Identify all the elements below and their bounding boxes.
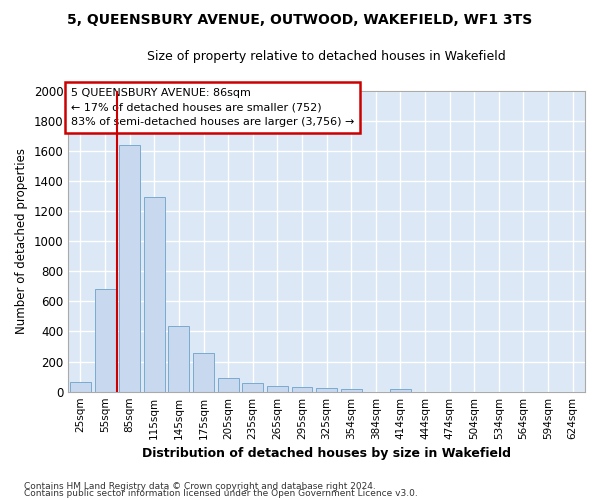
Text: 5, QUEENSBURY AVENUE, OUTWOOD, WAKEFIELD, WF1 3TS: 5, QUEENSBURY AVENUE, OUTWOOD, WAKEFIELD…: [67, 12, 533, 26]
Bar: [169, 326, 190, 392]
Bar: [267, 386, 288, 392]
Bar: [218, 378, 239, 392]
Text: 5 QUEENSBURY AVENUE: 86sqm
← 17% of detached houses are smaller (752)
83% of sem: 5 QUEENSBURY AVENUE: 86sqm ← 17% of deta…: [71, 88, 354, 127]
Y-axis label: Number of detached properties: Number of detached properties: [15, 148, 28, 334]
Bar: [341, 390, 362, 392]
Bar: [144, 198, 165, 392]
Bar: [316, 388, 337, 392]
Bar: [70, 382, 91, 392]
Title: Size of property relative to detached houses in Wakefield: Size of property relative to detached ho…: [147, 50, 506, 63]
X-axis label: Distribution of detached houses by size in Wakefield: Distribution of detached houses by size …: [142, 447, 511, 460]
Text: Contains public sector information licensed under the Open Government Licence v3: Contains public sector information licen…: [24, 490, 418, 498]
Bar: [193, 354, 214, 392]
Text: Contains HM Land Registry data © Crown copyright and database right 2024.: Contains HM Land Registry data © Crown c…: [24, 482, 376, 491]
Bar: [242, 384, 263, 392]
Bar: [95, 288, 116, 392]
Bar: [390, 388, 411, 392]
Bar: [292, 387, 313, 392]
Bar: [119, 145, 140, 392]
